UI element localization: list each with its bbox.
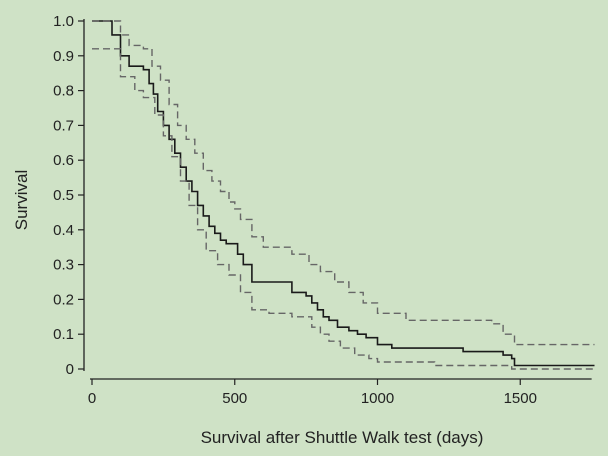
y-axis-label: Survival (12, 170, 31, 230)
y-tick-label: 0.1 (53, 326, 74, 343)
x-axis-label: Survival after Shuttle Walk test (days) (201, 428, 484, 447)
y-tick-label: 0.6 (53, 152, 74, 169)
confidence-bound-line-2 (92, 48, 595, 370)
survival-estimate-line (92, 20, 595, 367)
y-tick-label: 0.4 (53, 222, 74, 239)
x-tick-label: 0 (88, 390, 96, 407)
y-tick-label: 0.7 (53, 117, 74, 134)
y-tick-label: 0.8 (53, 83, 74, 100)
y-tick-label: 0.9 (53, 48, 74, 65)
y-tick-label: 1.0 (53, 13, 74, 30)
axes: 0 0.1 0.2 0.3 0.4 0.5 0.6 0.7 0.8 0.9 1.0 0 500 1000 1… (53, 13, 592, 407)
y-tick-label: 0.3 (53, 257, 74, 274)
x-tick-label: 500 (222, 390, 247, 407)
y-tick-label: 0 (66, 361, 74, 378)
y-tick-label: 0.2 (53, 291, 74, 308)
x-tick-label: 1000 (361, 390, 394, 407)
x-tick-label: 1500 (504, 390, 537, 407)
y-tick-label: 0.5 (53, 187, 74, 204)
plot-area (92, 20, 595, 370)
confidence-bound-line-1 (92, 20, 595, 346)
